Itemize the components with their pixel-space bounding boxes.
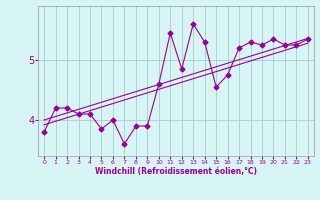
X-axis label: Windchill (Refroidissement éolien,°C): Windchill (Refroidissement éolien,°C) xyxy=(95,167,257,176)
